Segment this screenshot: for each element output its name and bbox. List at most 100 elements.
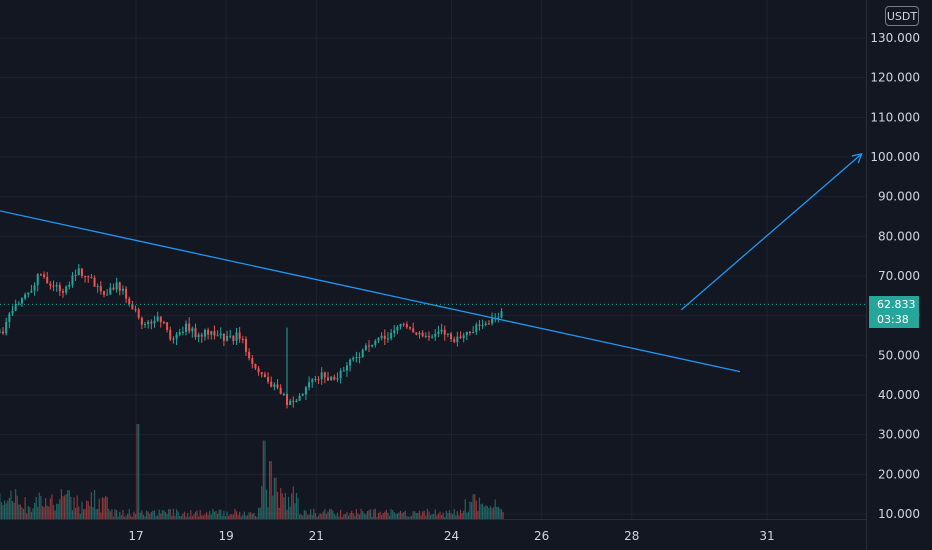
volume-bar [75, 507, 77, 519]
volume-bar [108, 508, 110, 519]
volume-bar [198, 516, 200, 519]
candles [0, 264, 503, 409]
volume-bar [242, 514, 244, 519]
volume-bar [276, 491, 279, 519]
volume-bar [103, 498, 105, 519]
volume-bar [138, 424, 140, 519]
candle-body [80, 268, 83, 276]
volume-bar [373, 509, 375, 519]
candle-body [178, 332, 181, 335]
volume-bar [40, 495, 42, 519]
volume-bar [381, 515, 383, 519]
volume-bar [250, 512, 252, 519]
volume-bar [412, 511, 414, 519]
candle-body [207, 329, 210, 335]
volume-bar [223, 510, 225, 519]
candle-body [352, 357, 355, 360]
candle-body [238, 332, 241, 339]
volume-bar [357, 513, 359, 519]
volume-bar [343, 514, 345, 519]
currency-badge[interactable]: USDT [885, 6, 919, 26]
candle-body [434, 333, 437, 337]
candle-body [96, 286, 99, 288]
volume-bar [256, 516, 258, 519]
candle-body [159, 316, 162, 323]
volume-bar [287, 496, 290, 519]
volume-bar [382, 512, 384, 519]
volume-bar [133, 511, 135, 519]
volume-bar [429, 515, 432, 519]
volume-bar [346, 511, 348, 519]
volume-bar [265, 489, 268, 519]
volume-bar [81, 501, 83, 519]
volume-bar [485, 505, 487, 519]
volume-bar [139, 512, 141, 519]
volume-bar [262, 440, 264, 519]
volume-bar [149, 514, 151, 519]
volume-bar [145, 510, 148, 519]
candle-body [491, 318, 494, 324]
candle-body [112, 287, 115, 290]
volume-bar [212, 508, 214, 519]
volume-bar [466, 512, 468, 519]
volume-bar [422, 511, 424, 519]
candle-body [131, 303, 134, 310]
price-axis[interactable]: 130.000 120.000 110.000 100.000 90.000 80.000… [870, 31, 920, 521]
candle-body [115, 282, 118, 290]
volume-bar [365, 514, 367, 519]
volume-bar [284, 492, 287, 519]
volume-bar [142, 514, 145, 519]
candle-body [17, 303, 20, 305]
volume-bar [395, 513, 397, 519]
volume-bar [335, 515, 337, 519]
volume-bar [41, 505, 44, 519]
candle-body [235, 332, 238, 341]
volume-bar [155, 515, 157, 519]
candle-body [487, 323, 490, 325]
volume-bar [175, 509, 178, 519]
volume-bar [280, 488, 282, 519]
volume-bar [253, 512, 255, 519]
volume-bar [275, 477, 277, 519]
volume-bar [89, 506, 91, 519]
volume-bar [104, 496, 107, 519]
volume-bar [171, 515, 173, 519]
volume-bar [128, 509, 130, 519]
volume-bar [235, 511, 238, 519]
volume-bar [450, 513, 452, 519]
candle-body [468, 331, 471, 334]
volume-bar [93, 489, 96, 519]
time-axis[interactable]: 417192124262831 [0, 529, 775, 543]
volume-bar [114, 509, 116, 519]
volume-bar [27, 506, 29, 519]
volume-bar [76, 495, 78, 519]
candle-body [276, 384, 279, 388]
candle-body [361, 349, 364, 357]
volume-bar [442, 512, 444, 519]
volume-bar [26, 513, 28, 519]
candle-body [216, 335, 219, 337]
volume-bar [398, 512, 400, 519]
candle-body [431, 336, 434, 338]
volume-bar [379, 511, 381, 519]
volume-bar [440, 514, 443, 519]
candle-body [203, 329, 206, 337]
volume-bar [317, 515, 320, 519]
price-tick-label: 10.000 [878, 507, 920, 521]
volume-bar [270, 461, 272, 519]
volume-bar [425, 515, 427, 519]
candle-body [339, 370, 342, 379]
volume-bar [371, 516, 373, 519]
drawings[interactable] [0, 112, 863, 373]
candle-body [475, 324, 478, 332]
volume-bar [388, 515, 391, 519]
volume-bar [131, 516, 133, 519]
candle-body [90, 276, 93, 278]
volume-bar [363, 513, 365, 519]
price-tick-label: 120.000 [870, 71, 920, 85]
candle-body [20, 298, 23, 304]
volume-bar [458, 515, 460, 519]
volume-bar [127, 513, 129, 519]
time-tick-label: 26 [534, 529, 549, 543]
